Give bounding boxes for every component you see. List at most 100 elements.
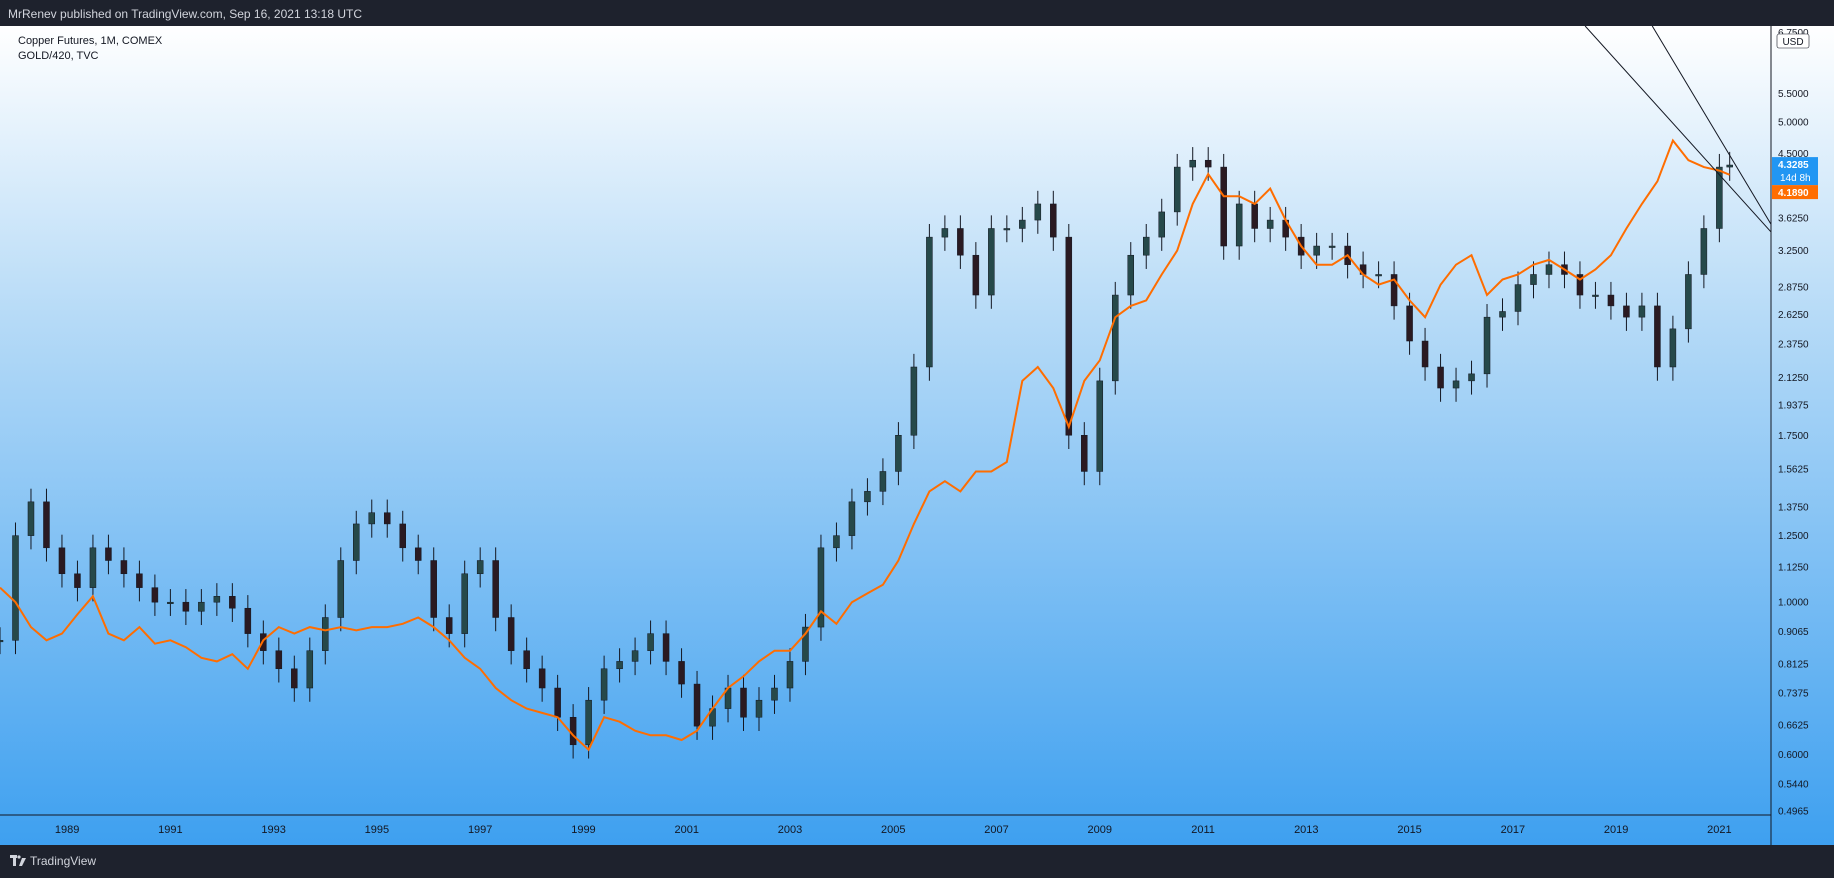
candle-body	[1623, 305, 1630, 318]
candle-body	[244, 607, 252, 634]
candle-body	[740, 687, 747, 718]
candle-body	[198, 601, 205, 612]
x-tick-label: 2013	[1294, 824, 1318, 836]
candle-body	[647, 633, 654, 651]
candle-body	[1050, 203, 1057, 238]
candle-body	[1669, 328, 1677, 368]
candle-body	[1530, 274, 1537, 285]
x-tick-label: 2015	[1397, 824, 1421, 836]
copper-countdown: 14d 8h	[1780, 173, 1811, 184]
candle-body	[1654, 305, 1661, 368]
candle-body	[554, 687, 561, 718]
candle-body	[306, 650, 314, 689]
candle-body	[755, 699, 763, 718]
footer-bar: TradingView	[0, 845, 1834, 878]
trendlines	[1584, 26, 1772, 233]
candle-body	[1112, 294, 1119, 382]
x-tick-label: 1999	[571, 824, 595, 836]
candle-body	[817, 547, 825, 628]
candle-body	[1251, 203, 1258, 229]
last-price-labels: 4.3285 14d 8h 4.1890	[1772, 157, 1818, 200]
y-tick-label: 1.3750	[1778, 503, 1809, 514]
candle-body	[802, 626, 809, 662]
legend-copper: Copper Futures, 1M, COMEX	[18, 35, 163, 47]
publisher-bar: MrRenev published on TradingView.com, Se…	[0, 0, 1834, 26]
y-tick-label: 0.5440	[1778, 779, 1809, 790]
candle-body	[1390, 274, 1398, 307]
candle-body	[693, 683, 701, 727]
price-axis[interactable]: 6.7500 5.5000 5.0000 4.5000 3.6250 3.2500 2.87…	[1778, 28, 1809, 818]
candle-body	[1034, 203, 1042, 221]
candle-body	[1003, 228, 1011, 231]
candle-body	[414, 547, 422, 561]
candle-body	[353, 523, 360, 561]
candle-body	[74, 573, 81, 588]
candle-body	[1189, 159, 1196, 168]
candle-body	[678, 661, 685, 685]
y-tick-label: 0.6625	[1778, 721, 1809, 732]
upper-trendline	[1584, 26, 1772, 233]
candle-body	[631, 650, 639, 662]
chart-legend: Copper Futures, 1M, COMEX GOLD/420, TVC	[18, 35, 163, 62]
x-tick-label: 1993	[261, 824, 285, 836]
y-tick-label: 2.8750	[1778, 283, 1809, 294]
candle-body	[182, 601, 190, 612]
y-tick-label: 5.0000	[1778, 118, 1809, 129]
candle-body	[368, 512, 376, 525]
y-tick-label: 1.7500	[1778, 431, 1809, 442]
candle-body	[1173, 166, 1181, 213]
y-tick-label: 0.8125	[1778, 660, 1809, 671]
x-tick-label: 1997	[468, 824, 492, 836]
y-tick-label: 0.4965	[1778, 807, 1809, 818]
candle-body	[167, 601, 174, 604]
y-tick-label: 4.5000	[1778, 149, 1809, 160]
candle-body	[151, 587, 159, 603]
x-tick-label: 2005	[881, 824, 905, 836]
candle-body	[895, 435, 902, 472]
candle-body	[1452, 380, 1460, 389]
candle-body	[1576, 274, 1584, 296]
candle-body	[879, 471, 887, 492]
candle-body	[105, 547, 112, 561]
candle-body	[1592, 294, 1599, 297]
tradingview-logo[interactable]: TradingView	[10, 854, 96, 868]
candle-body	[1514, 284, 1522, 312]
x-tick-label: 2021	[1707, 824, 1731, 836]
candle-body	[1716, 166, 1723, 229]
candle-body	[476, 560, 484, 575]
candle-body	[12, 535, 19, 641]
series-gold-line	[0, 138, 1731, 752]
candle-body	[771, 687, 778, 701]
time-axis[interactable]: 1989 1991 1993 1995 1997 1999 2001 2003 2005 2007…	[55, 824, 1732, 836]
y-tick-label: 2.1250	[1778, 373, 1809, 384]
candle-body	[786, 661, 794, 689]
candle-body	[492, 560, 499, 618]
candle-body	[1019, 219, 1026, 229]
tradingview-icon	[10, 855, 26, 866]
candle-body	[291, 668, 298, 689]
x-tick-label: 2007	[984, 824, 1008, 836]
x-tick-label: 2001	[674, 824, 698, 836]
candle-body	[1406, 305, 1413, 342]
candle-body	[461, 573, 468, 634]
candle-body	[600, 668, 608, 701]
copper-price-value: 4.3285	[1778, 160, 1809, 171]
candle-body	[136, 573, 143, 588]
candle-body	[910, 366, 918, 436]
candle-body	[941, 228, 949, 238]
y-tick-label: 1.1250	[1778, 563, 1809, 574]
candle-body	[1437, 366, 1444, 389]
y-tick-label: 6.7500	[1778, 28, 1809, 39]
candle-body	[616, 661, 623, 670]
x-tick-label: 1989	[55, 824, 79, 836]
y-tick-label: 3.2500	[1778, 246, 1809, 257]
chart-canvas[interactable]: Copper Futures, 1M, COMEX GOLD/420, TVC …	[0, 26, 1834, 845]
candle-body	[43, 501, 50, 549]
candle-body	[27, 501, 35, 536]
x-tick-label: 2009	[1088, 824, 1112, 836]
plot-area	[0, 138, 1733, 759]
candle-body	[1127, 254, 1135, 296]
publisher-line: MrRenev published on TradingView.com, Se…	[8, 7, 362, 21]
currency-label: USD	[1782, 37, 1803, 48]
candle-body	[957, 228, 964, 256]
